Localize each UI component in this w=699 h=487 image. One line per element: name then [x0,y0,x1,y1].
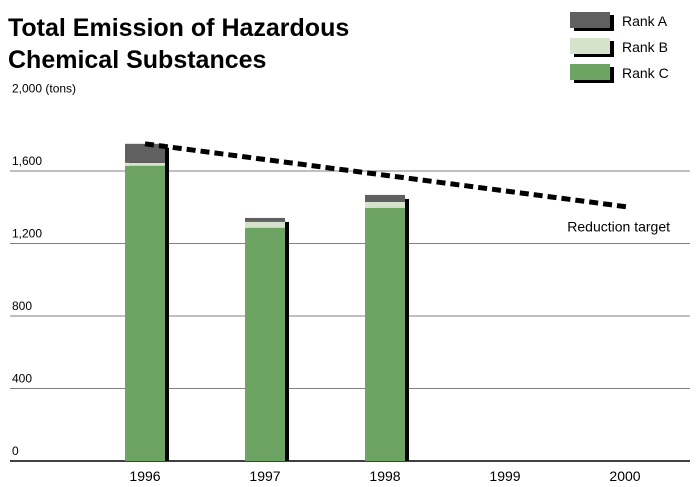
bar-segment [365,207,405,461]
y-tick-label: 1,600 [12,154,42,168]
x-tick-label: 1998 [369,468,400,484]
y-tick-label: 0 [12,444,19,458]
legend-label: Rank A [622,13,668,29]
legend-label: Rank B [622,39,668,55]
y-tick-label: 400 [12,372,32,386]
legend-swatch [570,12,610,28]
x-tick-label: 1999 [489,468,520,484]
x-tick-label: 1997 [249,468,280,484]
x-tick-label: 1996 [129,468,160,484]
bar-segment [365,201,405,208]
y-tick-label: 800 [12,299,32,313]
target-line [144,141,631,210]
y-tick-label: 1,200 [12,227,42,241]
chart-title: Total Emission of Hazardous [8,14,349,42]
bar-segment [245,221,285,228]
bar-segment [365,194,405,202]
bar-segment [245,227,285,461]
bar-segment [125,165,165,462]
target-label: Reduction target [567,218,670,234]
chart-title: Chemical Substances [8,46,266,74]
legend-swatch [570,38,610,54]
legend-label: Rank C [622,65,669,81]
y-tick-label: 2,000 (tons) [12,82,76,96]
bar-segment [125,143,165,163]
legend-swatch [570,64,610,80]
bar-segment [125,162,165,166]
bar-segment [245,217,285,222]
x-tick-label: 2000 [609,468,640,484]
